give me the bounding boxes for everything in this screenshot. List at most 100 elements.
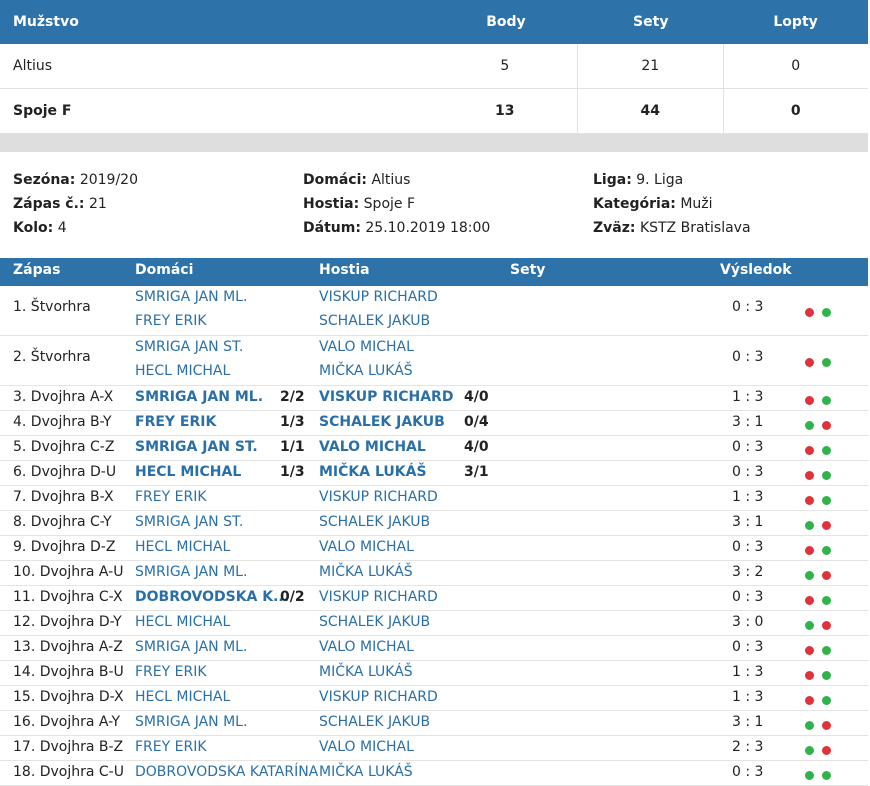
- header-zapas: Zápas: [13, 262, 61, 278]
- standings-table: Mužstvo Body Sety Lopty Altius 5 21 0 Sp…: [0, 0, 868, 134]
- team-name: Altius: [13, 58, 53, 74]
- result-indicators: [805, 542, 839, 558]
- header-sety: Sety: [633, 14, 669, 30]
- header-team: Mužstvo: [13, 14, 79, 30]
- header-lopty: Lopty: [773, 14, 818, 30]
- home-player-link[interactable]: FREY ERIK: [135, 739, 207, 755]
- home-player-link[interactable]: HECL MICHAL: [135, 464, 242, 480]
- guest-player-link[interactable]: VALO MICHAL: [319, 339, 414, 355]
- home-player-link[interactable]: SMRIGA JAN ST.: [135, 439, 258, 455]
- team-body: 13: [495, 103, 515, 119]
- section-divider: [0, 134, 868, 152]
- green-dot-icon: [822, 357, 831, 367]
- home-player-link[interactable]: SMRIGA JAN ML.: [135, 389, 264, 405]
- match-result: 0 : 3: [732, 764, 764, 780]
- table-row: 13. Dvojhra A-Z SMRIGA JAN ML. VALO MICHAL…: [0, 636, 868, 661]
- green-dot-icon: [822, 670, 831, 680]
- guest-player-link[interactable]: MIČKA LUKÁŠ: [319, 664, 413, 680]
- green-dot-icon: [822, 645, 831, 655]
- guest-player-link[interactable]: VISKUP RICHARD: [319, 589, 438, 605]
- info-league: Liga: 9. Liga: [593, 170, 751, 194]
- red-dot-icon: [822, 745, 831, 755]
- green-dot-icon: [805, 745, 814, 755]
- green-dot-icon: [822, 495, 831, 505]
- green-dot-icon: [822, 695, 831, 705]
- home-player-link[interactable]: HECL MICHAL: [135, 363, 231, 379]
- home-player-link[interactable]: SMRIGA JAN ST.: [135, 339, 244, 355]
- match-label: 18. Dvojhra C-U: [13, 764, 124, 780]
- green-dot-icon: [822, 545, 831, 555]
- home-player-link[interactable]: SMRIGA JAN ML.: [135, 714, 248, 730]
- table-row: 3. Dvojhra A-X SMRIGA JAN ML. VISKUP RICHA…: [0, 386, 868, 411]
- guest-player-link[interactable]: VALO MICHAL: [319, 739, 414, 755]
- match-result: 0 : 3: [732, 464, 764, 480]
- guest-player-link[interactable]: SCHALEK JAKUB: [319, 514, 431, 530]
- home-player-link[interactable]: DOBROVODSKA KATARÍNA: [135, 764, 319, 780]
- home-player-link[interactable]: SMRIGA JAN ST.: [135, 514, 244, 530]
- guest-player-link[interactable]: VALO MICHAL: [319, 539, 414, 555]
- guest-player-link[interactable]: VISKUP RICHARD: [319, 289, 438, 305]
- info-label: Zväz:: [593, 220, 636, 236]
- info-label: Sezóna:: [13, 172, 76, 188]
- home-player-link[interactable]: HECL MICHAL: [135, 539, 231, 555]
- match-result: 0 : 3: [732, 639, 764, 655]
- guest-player-link[interactable]: VISKUP RICHARD: [319, 489, 438, 505]
- guest-player-link[interactable]: MIČKA LUKÁŠ: [319, 764, 413, 780]
- match-label: 2. Štvorhra: [13, 349, 91, 365]
- matches-header: Zápas Domáci Hostia Sety Výsledok: [0, 258, 868, 286]
- match-result: 1 : 3: [732, 389, 764, 405]
- match-result: 1 : 3: [732, 689, 764, 705]
- info-category: Kategória: Muži: [593, 194, 751, 218]
- home-player-link[interactable]: HECL MICHAL: [135, 614, 231, 630]
- home-player-link[interactable]: SMRIGA JAN ML.: [135, 564, 248, 580]
- team-sety: 44: [577, 89, 722, 133]
- home-player-link[interactable]: FREY ERIK: [135, 664, 207, 680]
- match-result: 0 : 3: [732, 439, 764, 455]
- home-player-link[interactable]: FREY ERIK: [135, 414, 217, 430]
- home-player-link[interactable]: SMRIGA JAN ML.: [135, 639, 248, 655]
- guest-player-link[interactable]: MIČKA LUKÁŠ: [319, 363, 413, 379]
- home-player-link[interactable]: FREY ERIK: [135, 313, 207, 329]
- table-row: 7. Dvojhra B-X FREY ERIK VISKUP RICHARD 1 :…: [0, 486, 868, 511]
- home-player-link[interactable]: HECL MICHAL: [135, 689, 231, 705]
- table-row: 15. Dvojhra D-X HECL MICHAL VISKUP RICHARD…: [0, 686, 868, 711]
- home-player-link[interactable]: DOBROVODSKA K...: [135, 589, 290, 605]
- green-dot-icon: [822, 770, 831, 780]
- guest-player-link[interactable]: SCHALEK JAKUB: [319, 714, 431, 730]
- match-info: Sezóna: 2019/20 Zápas č.: 21 Kolo: 4 Dom…: [13, 170, 863, 242]
- red-dot-icon: [822, 570, 831, 580]
- table-row: 1. Štvorhra SMRIGA JAN ML. FREY ERIK VISKUP…: [0, 286, 868, 336]
- header-domaci: Domáci: [135, 262, 194, 278]
- guest-player-link[interactable]: VISKUP RICHARD: [319, 689, 438, 705]
- home-player-link[interactable]: SMRIGA JAN ML.: [135, 289, 248, 305]
- match-label: 12. Dvojhra D-Y: [13, 614, 122, 630]
- info-column-league: Liga: 9. Liga Kategória: Muži Zväz: KSTZ…: [593, 170, 751, 242]
- match-label: 11. Dvojhra C-X: [13, 589, 123, 605]
- guest-player-link[interactable]: SCHALEK JAKUB: [319, 313, 431, 329]
- home-player-link[interactable]: FREY ERIK: [135, 489, 207, 505]
- match-result: 3 : 1: [732, 414, 764, 430]
- guest-player-link[interactable]: SCHALEK JAKUB: [319, 414, 445, 430]
- guest-player-link[interactable]: VALO MICHAL: [319, 639, 414, 655]
- table-row: 2. Štvorhra SMRIGA JAN ST. HECL MICHAL VALO…: [0, 336, 868, 386]
- guest-player-link[interactable]: MIČKA LUKÁŠ: [319, 464, 427, 480]
- guest-player-link[interactable]: SCHALEK JAKUB: [319, 614, 431, 630]
- home-player-stat: 1/3: [280, 414, 305, 430]
- guest-player-stat: 3/1: [464, 464, 489, 480]
- match-result: 3 : 1: [732, 514, 764, 530]
- info-value: 25.10.2019 18:00: [365, 220, 491, 236]
- table-row: 17. Dvojhra B-Z FREY ERIK VALO MICHAL 2 : 3: [0, 736, 868, 761]
- guest-player-link[interactable]: VALO MICHAL: [319, 439, 426, 455]
- result-indicators: [805, 442, 839, 458]
- table-row: 5. Dvojhra C-Z SMRIGA JAN ST. VALO MICHAL 1…: [0, 436, 868, 461]
- table-row: 4. Dvojhra B-Y FREY ERIK SCHALEK JAKUB 1/3 0…: [0, 411, 868, 436]
- red-dot-icon: [805, 645, 814, 655]
- guest-player-link[interactable]: MIČKA LUKÁŠ: [319, 564, 413, 580]
- guest-player-link[interactable]: VISKUP RICHARD: [319, 389, 454, 405]
- match-result: 2 : 3: [732, 739, 764, 755]
- match-label: 14. Dvojhra B-U: [13, 664, 124, 680]
- info-label: Hostia:: [303, 196, 360, 212]
- match-label: 16. Dvojhra A-Y: [13, 714, 121, 730]
- result-indicators: [805, 617, 839, 633]
- table-row: 16. Dvojhra A-Y SMRIGA JAN ML. SCHALEK JAK…: [0, 711, 868, 736]
